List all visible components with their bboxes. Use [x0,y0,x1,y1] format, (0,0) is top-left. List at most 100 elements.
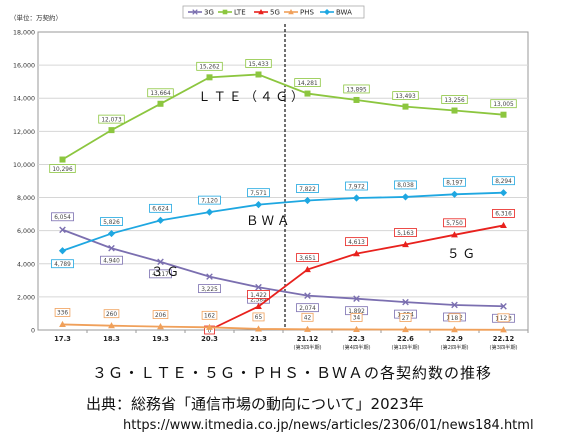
data-label-box-bwa [394,180,417,190]
data-label-5g: 4,613 [348,240,365,246]
point-bwa [352,194,361,202]
legend-box [182,5,365,19]
data-label-box-phs [350,313,363,322]
point-5g [353,250,360,257]
data-label-5g: 6,316 [495,212,512,218]
x-tick-label: 22.12 [493,335,515,343]
legend-marker-bwa [324,9,330,15]
data-label-box-lte [490,99,517,109]
legend-label-3g: 3G [204,9,214,17]
point-3g-stroke [451,301,458,309]
series-annotation-lte: ＬＴＥ（４Ｇ） [198,89,307,104]
data-label-bwa: 7,822 [299,187,316,193]
data-label-5g: 1,422 [250,293,267,299]
point-bwa [303,196,312,205]
point-bwa [401,193,410,201]
legend-label-5g: 5G [270,9,280,17]
data-label-box-phs [399,313,412,322]
data-label-bwa: 5,826 [103,220,120,226]
point-lte [500,111,507,118]
x-tick-sublabel: (第3四半期) [489,343,517,351]
data-label-phs: 65 [255,315,263,321]
data-label-box-lte [147,88,174,98]
data-label-box-bwa [492,176,515,186]
x-tick-sublabel: (第4四半期) [342,343,370,351]
point-3g [500,302,507,310]
data-label-box-3g [51,212,74,222]
data-label-box-lte [196,61,223,71]
data-label-lte: 14,281 [297,81,318,87]
data-label-lte: 15,433 [248,62,269,68]
x-tick-label: 19.3 [152,335,169,343]
data-label-lte: 13,005 [493,102,514,108]
data-label-bwa: 7,120 [201,198,218,204]
data-label-phs: 12 [500,316,508,322]
x-tick-sublabel: (第3四半期) [293,343,321,351]
point-3g [353,295,360,302]
data-label-phs: 18 [451,316,459,322]
x-tick-sublabel: (第1四半期) [391,343,419,351]
point-3g-stroke [108,244,115,252]
y-tick-label: 12,000 [13,129,35,136]
y-tick-label: 10,000 [13,162,35,169]
source-line: 出典：総務省「通信市場の動向について」2023年 [86,395,424,413]
data-label-3g: 2,074 [299,306,316,312]
point-3g-stroke [59,226,66,234]
legend-item-phs: PHS [284,9,314,17]
data-label-phs: 336 [57,311,68,317]
legend-marker-lte [222,9,228,15]
x-tick-label: 21.3 [250,335,267,343]
data-label-box-3g [100,255,123,265]
data-label-box-lte [49,164,76,173]
point-lte [206,74,213,81]
data-label-box-phs [54,308,71,317]
legend-label-phs: PHS [300,9,314,17]
point-phs [157,322,164,330]
point-lte [157,100,164,107]
point-3g-stroke [157,258,164,266]
data-label-phs: 260 [106,312,117,318]
data-label-box-5g [394,228,417,237]
legend-marker-5g [258,9,264,15]
data-label-box-phs [103,309,120,319]
series-annotation-3g: ３Ｇ [151,264,182,279]
data-label-phs: 206 [155,313,166,319]
point-phs [500,326,507,333]
data-label-bwa: 6,624 [152,207,169,213]
data-label-phs: 34 [353,316,361,322]
x-tick-label: 22.9 [446,335,463,343]
point-lte [451,107,458,114]
data-label-lte: 12,073 [101,117,122,123]
point-3g [304,292,311,299]
data-label-box-bwa [345,181,368,191]
point-3g [108,244,115,252]
point-phs [255,325,262,332]
point-bwa [156,216,165,224]
data-label-box-lte [441,95,468,104]
data-label-lte: 13,664 [150,91,171,97]
series-line-3g [62,228,504,308]
data-label-3g: 4,940 [103,259,120,265]
data-label-box-5g [345,237,368,247]
point-phs [353,325,360,333]
legend-item-5g: 5G [254,9,280,17]
data-label-box-lte [294,78,321,87]
point-3g [157,258,164,266]
data-label-5g: 3,651 [299,256,316,262]
data-label-bwa: 8,197 [446,181,463,187]
data-label-box-bwa [198,195,221,205]
point-phs [206,323,213,330]
point-5g [500,221,507,229]
data-label-box-lte [392,91,419,101]
point-bwa [254,201,263,209]
x-tick-label: 17.3 [54,335,71,343]
data-label-5g: 0 [208,328,212,334]
y-tick-label: 14,000 [13,96,35,103]
y-axis-label: （単位：万契約） [10,13,62,22]
data-label-phs: 162 [204,314,215,320]
series-line-bwa [62,191,504,252]
point-3g-stroke [255,283,262,291]
legend-marker-phs [288,9,294,15]
data-label-box-5g [296,253,319,262]
point-3g-stroke [206,273,213,280]
